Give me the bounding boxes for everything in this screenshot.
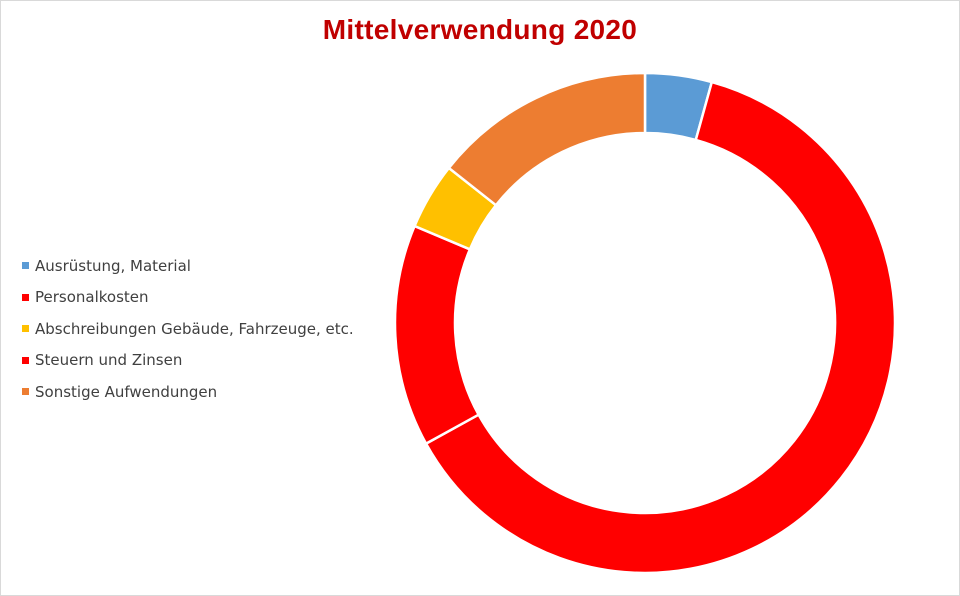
legend-label: Personalkosten: [35, 288, 149, 307]
doughnut-slice: [447, 71, 647, 207]
legend-swatch: [22, 356, 29, 364]
legend-swatch: [22, 325, 29, 333]
legend-swatch: [22, 388, 29, 396]
legend-item: Personalkosten: [22, 282, 354, 314]
legend-label: Steuern und Zinsen: [35, 351, 183, 370]
legend-label: Ausrüstung, Material: [35, 256, 191, 275]
legend-swatch: [22, 293, 29, 301]
legend-label: Sonstige Aufwendungen: [35, 382, 218, 401]
legend-item: Steuern und Zinsen: [22, 345, 354, 377]
legend-label: Abschreibungen Gebäude, Fahrzeuge, etc.: [35, 319, 354, 338]
legend-swatch: [22, 262, 29, 270]
legend-item: Abschreibungen Gebäude, Fahrzeuge, etc.: [22, 313, 354, 345]
doughnut-slice: [393, 224, 481, 446]
doughnut-slice: [424, 80, 897, 575]
legend-item: Ausrüstung, Material: [22, 250, 354, 282]
legend-item: Sonstige Aufwendungen: [22, 376, 354, 408]
chart-title: Mittelverwendung 2020: [322, 14, 638, 45]
legend: Ausrüstung, Material Personalkosten Abschr…: [22, 250, 354, 408]
